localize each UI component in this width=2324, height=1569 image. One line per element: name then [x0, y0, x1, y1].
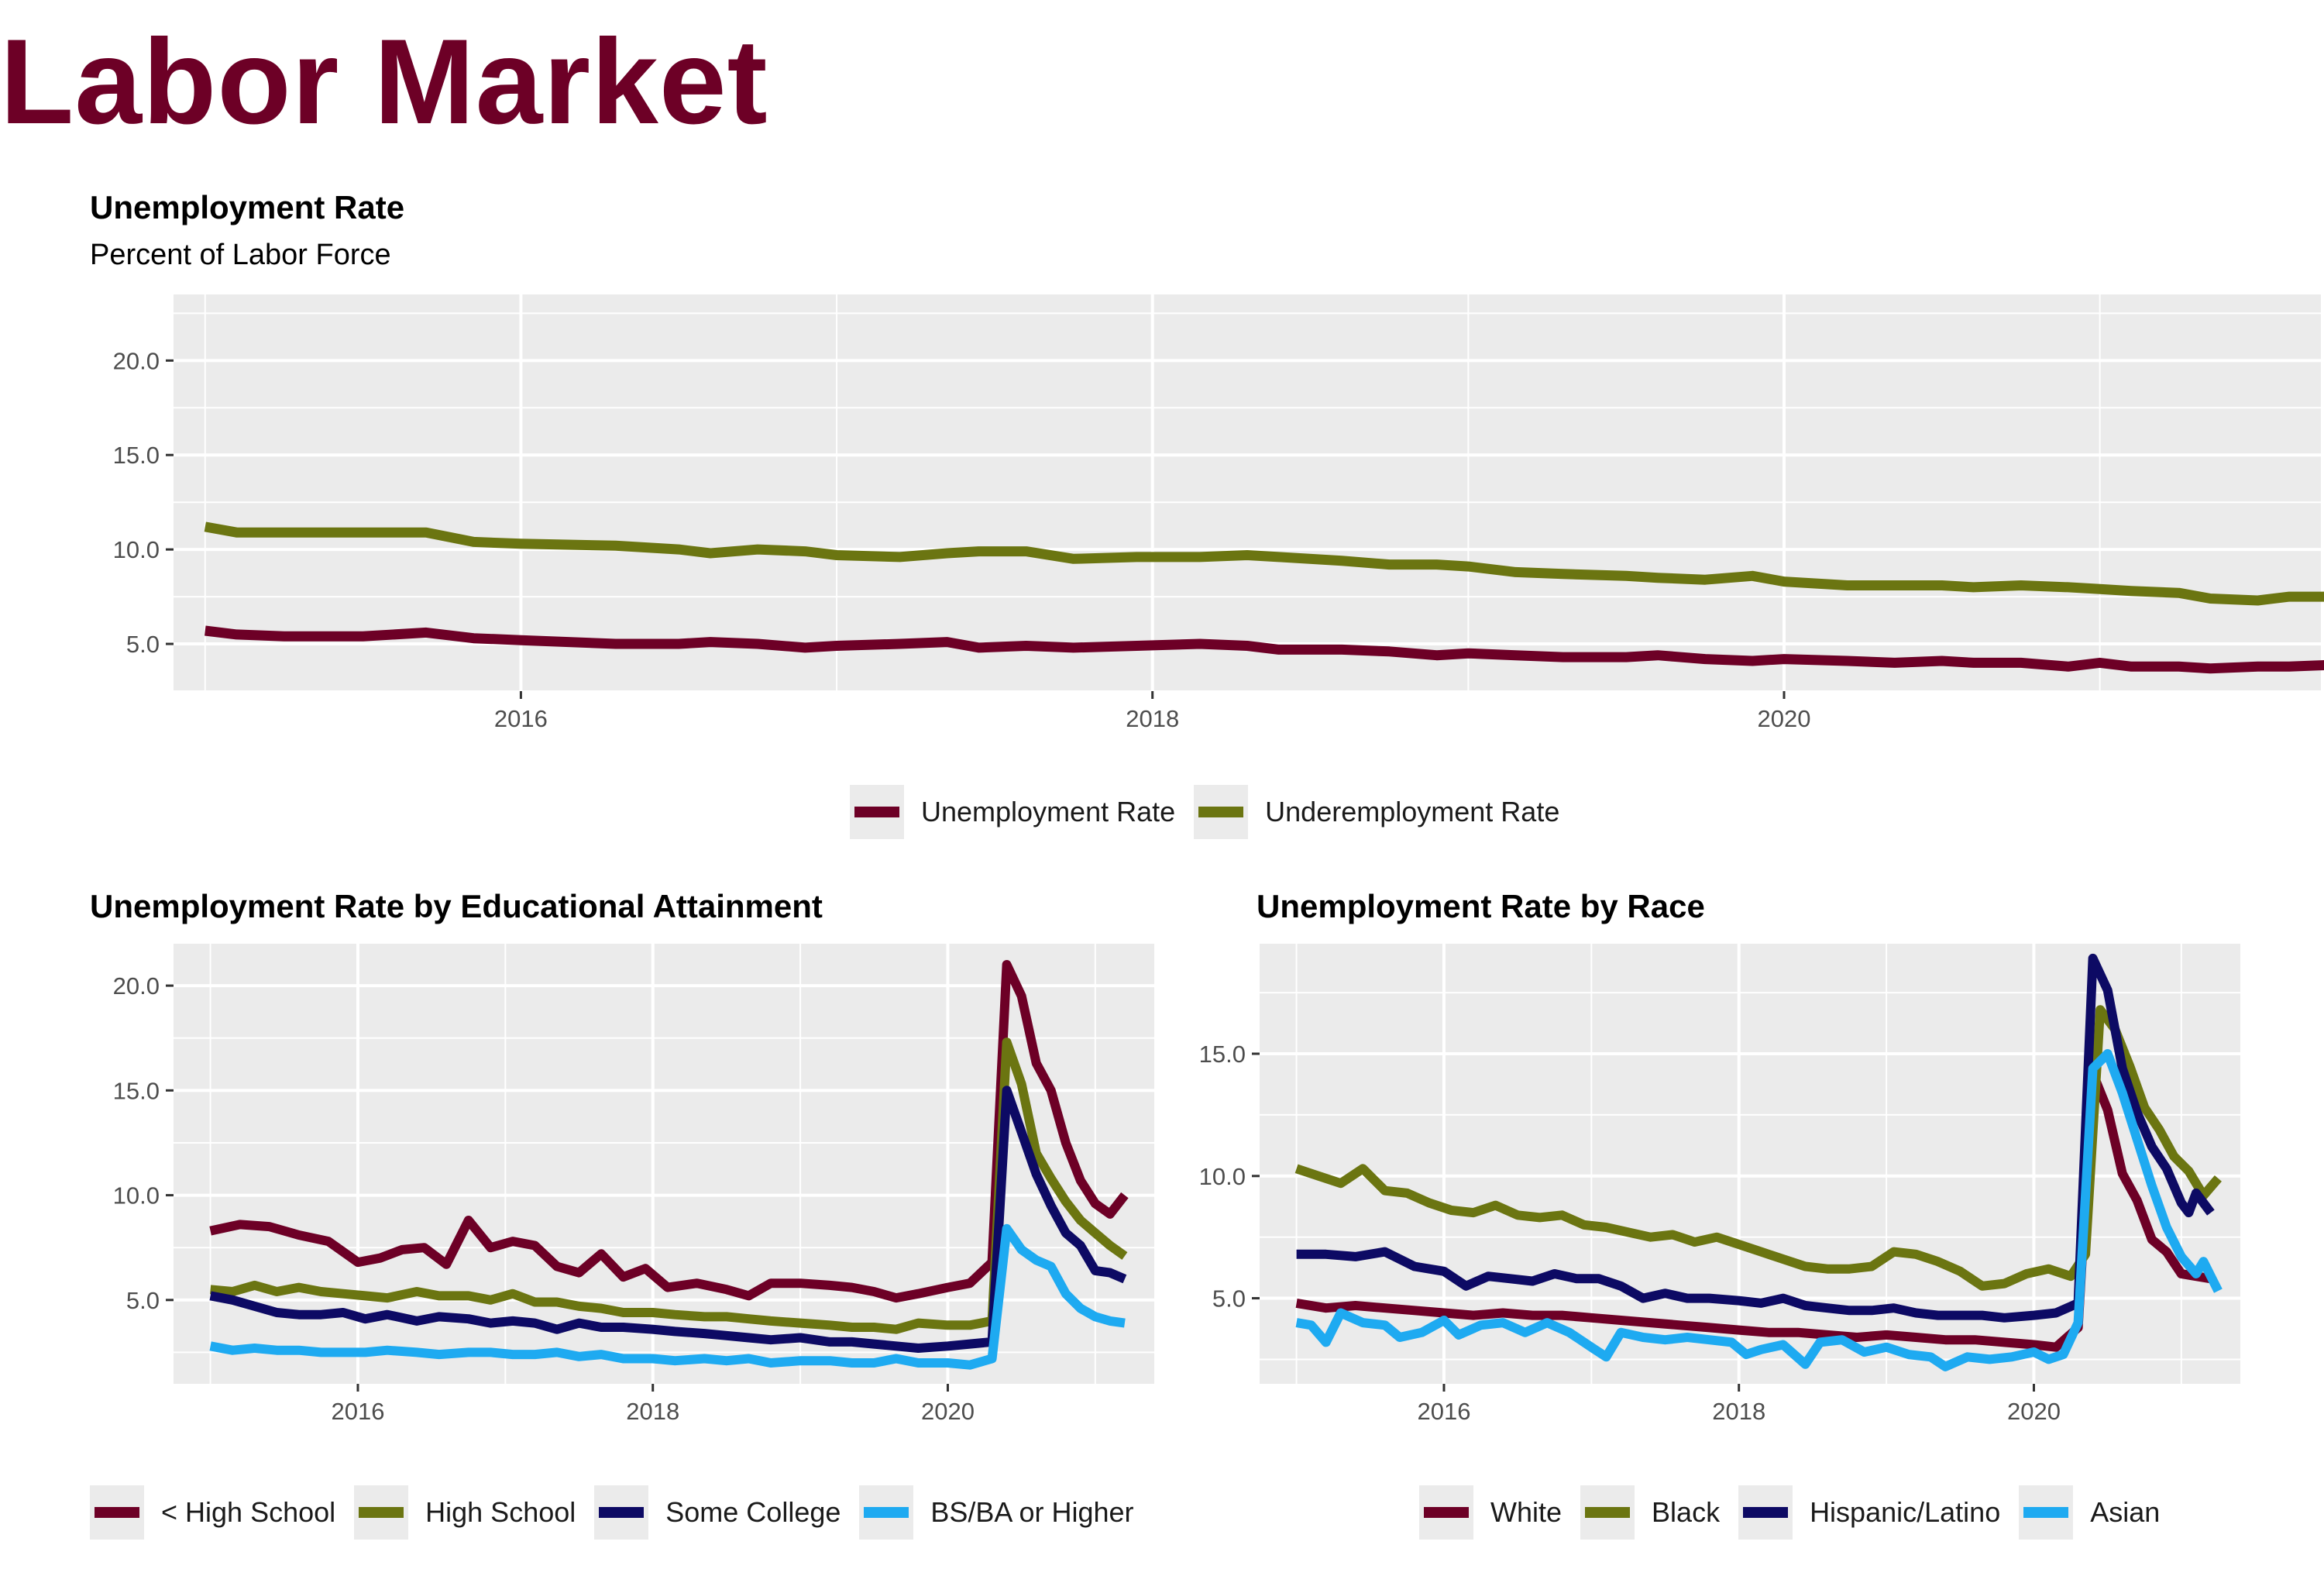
y-tick-label: 10.0 [1199, 1163, 1246, 1190]
legend-swatch-white [1424, 1507, 1469, 1518]
legend-swatch-bachelors-or-higher [864, 1507, 909, 1518]
education-chart: 2016 2018 2020 5.0 10.0 15.0 20.0 [113, 944, 1154, 1425]
legend-label-unemployment: Unemployment Rate [921, 796, 1176, 828]
series-line-hispanic-latino [1296, 953, 2215, 1323]
legend-label-some-college: Some College [665, 1496, 841, 1528]
y-tick-label: 20.0 [113, 347, 160, 374]
y-tick-label: 20.0 [113, 972, 160, 1000]
x-tick-label: 2016 [331, 1398, 384, 1425]
series-line-underemployment-rate [204, 521, 2324, 606]
legend-label-less-than-high-school: < High School [161, 1496, 336, 1528]
x-tick-label: 2018 [626, 1398, 679, 1425]
legend-item-some-college: Some College [594, 1485, 841, 1540]
series-line-high-school [210, 1037, 1128, 1334]
x-tick-label: 2018 [1126, 705, 1179, 732]
race-chart: 2016 2018 2020 5.0 10.0 15.0 [1199, 944, 2240, 1425]
legend-item-white: White [1419, 1485, 1562, 1540]
series-line-bs-ba-or-higher [209, 1223, 1126, 1370]
legend-label-asian: Asian [2090, 1496, 2161, 1528]
legend-item-high-school: High School [354, 1485, 576, 1540]
education-legend: < High School High School Some College B… [90, 1484, 1153, 1541]
y-tick-label: 10.0 [113, 1182, 160, 1209]
legend-item-black: Black [1580, 1485, 1720, 1540]
race-chart-title: Unemployment Rate by Race [1257, 888, 1705, 924]
legend-item-unemployment: Unemployment Rate [850, 785, 1175, 839]
x-tick-label: 2016 [494, 705, 548, 732]
legend-item-underemployment: Underemployment Rate [1194, 785, 1559, 839]
y-tick-label: 5.0 [126, 631, 160, 658]
x-tick-label: 2020 [1758, 705, 1811, 732]
legend-swatch-underemployment [1198, 807, 1244, 817]
plot-panel [174, 294, 2321, 691]
y-tick-label: 5.0 [1212, 1285, 1246, 1313]
unemployment-chart-title: Unemployment Rate [90, 189, 405, 225]
legend-label-white: White [1490, 1496, 1563, 1528]
series-line-some-college [209, 1086, 1127, 1353]
legend-label-black: Black [1652, 1496, 1721, 1528]
y-tick-label: 15.0 [113, 442, 160, 469]
legend-item-bachelors-or-higher: BS/BA or Higher [859, 1485, 1134, 1540]
unemployment-legend: Unemployment Rate Underemployment Rate [850, 783, 1578, 841]
legend-item-asian: Asian [2019, 1485, 2160, 1540]
x-tick-label: 2020 [2007, 1398, 2061, 1425]
legend-swatch-high-school [359, 1507, 404, 1518]
series-line-less-than-high-school [209, 960, 1129, 1303]
x-tick-label: 2018 [1712, 1398, 1765, 1425]
legend-swatch-some-college [599, 1507, 645, 1518]
series-line-white [1295, 1068, 2212, 1352]
legend-label-high-school: High School [425, 1496, 576, 1528]
education-chart-title: Unemployment Rate by Educational Attainm… [90, 888, 823, 924]
legend-swatch-less-than-high-school [95, 1507, 139, 1518]
legend-swatch-hispanic-latino [1743, 1507, 1789, 1518]
legend-swatch-unemployment [854, 807, 899, 817]
legend-label-underemployment: Underemployment Rate [1265, 796, 1560, 828]
legend-item-less-than-high-school: < High School [90, 1485, 335, 1540]
y-tick-label: 10.0 [113, 536, 160, 563]
x-tick-label: 2016 [1417, 1398, 1470, 1425]
page-title: Labor Market [0, 15, 768, 150]
legend-item-hispanic-latino: Hispanic/Latino [1738, 1485, 2000, 1540]
series-line-black [1294, 1005, 2222, 1291]
series-line-unemployment-rate [205, 625, 2324, 674]
y-tick-label: 15.0 [1199, 1041, 1246, 1068]
legend-swatch-asian [2023, 1507, 2069, 1518]
x-tick-label: 2020 [921, 1398, 975, 1425]
series-line-asian [1295, 1049, 2223, 1371]
race-legend: White Black Hispanic/Latino Asian [1419, 1484, 2178, 1541]
legend-label-bachelors-or-higher: BS/BA or Higher [930, 1496, 1134, 1528]
y-tick-label: 5.0 [126, 1287, 160, 1314]
y-tick-label: 15.0 [113, 1077, 160, 1104]
unemployment-chart: 2016 2018 2020 5.0 10.0 15.0 20.0 [113, 294, 2324, 732]
unemployment-chart-subtitle: Percent of Labor Force [90, 239, 391, 271]
legend-swatch-black [1585, 1507, 1631, 1518]
legend-label-hispanic-latino: Hispanic/Latino [1810, 1496, 2001, 1528]
